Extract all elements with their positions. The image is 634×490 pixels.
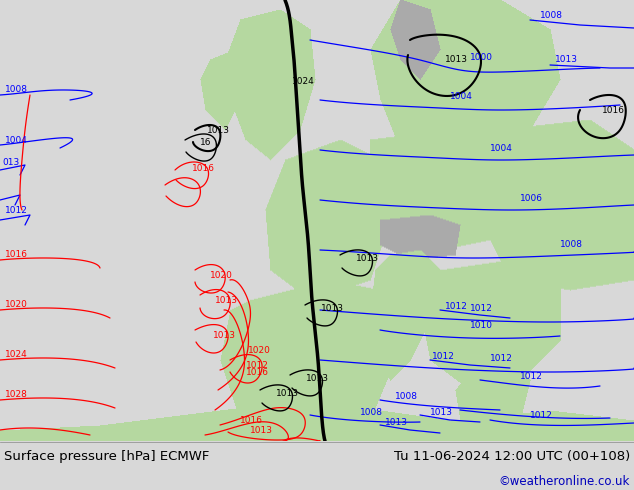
Text: 1006: 1006 (520, 194, 543, 202)
Text: 013: 013 (2, 157, 19, 167)
Text: Surface pressure [hPa] ECMWF: Surface pressure [hPa] ECMWF (4, 450, 209, 463)
Text: 1028: 1028 (5, 390, 28, 398)
Text: 1012: 1012 (246, 361, 269, 369)
Text: ©weatheronline.co.uk: ©weatheronline.co.uk (498, 475, 630, 488)
Text: 1012: 1012 (470, 303, 493, 313)
Text: 1013: 1013 (276, 389, 299, 397)
Text: 1010: 1010 (470, 320, 493, 329)
Text: 1020: 1020 (210, 270, 233, 279)
Text: 1013: 1013 (213, 330, 236, 340)
Text: 1013: 1013 (555, 55, 578, 65)
Text: 1020: 1020 (5, 299, 28, 309)
Text: 1004: 1004 (450, 92, 473, 100)
Text: 1013: 1013 (430, 408, 453, 416)
Text: 1020: 1020 (248, 345, 271, 354)
Text: 1016: 1016 (5, 249, 28, 259)
Text: 1000: 1000 (470, 53, 493, 63)
Text: 1004: 1004 (5, 136, 28, 145)
Text: 1008: 1008 (360, 408, 383, 416)
Text: 1012: 1012 (530, 411, 553, 419)
Text: 1013: 1013 (207, 125, 230, 134)
Text: 1012: 1012 (432, 351, 455, 361)
Text: 1016: 1016 (240, 416, 263, 424)
Text: 1004: 1004 (490, 144, 513, 152)
Text: 1013: 1013 (215, 295, 238, 304)
Text: 1024: 1024 (5, 349, 28, 359)
Text: 1013: 1013 (306, 373, 329, 383)
Text: 1012: 1012 (445, 301, 468, 311)
Text: 1012: 1012 (5, 205, 28, 215)
Text: 1008: 1008 (540, 10, 563, 20)
Text: 1013: 1013 (385, 417, 408, 426)
Text: 1013: 1013 (445, 55, 468, 65)
Text: 1024: 1024 (292, 77, 314, 87)
Text: Tu 11-06-2024 12:00 UTC (00+108): Tu 11-06-2024 12:00 UTC (00+108) (394, 450, 630, 463)
Text: 1016: 1016 (192, 164, 215, 172)
Text: 1008: 1008 (395, 392, 418, 400)
Text: 1013: 1013 (250, 425, 273, 435)
Text: 1012: 1012 (520, 371, 543, 381)
Text: 16: 16 (200, 138, 212, 147)
Text: 1008: 1008 (560, 240, 583, 248)
Text: 1012: 1012 (490, 353, 513, 363)
Text: 1016: 1016 (246, 368, 269, 376)
Text: 1008: 1008 (5, 85, 28, 95)
Text: 1013: 1013 (321, 303, 344, 313)
Text: 1013: 1013 (356, 253, 379, 263)
Text: 1016: 1016 (602, 105, 625, 115)
